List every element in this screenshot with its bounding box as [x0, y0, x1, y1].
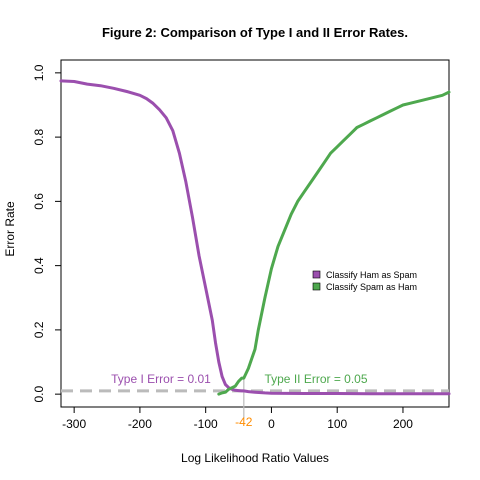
legend-label-0: Classify Ham as Spam	[326, 270, 417, 280]
x-tick-label: 100	[327, 417, 347, 431]
x-tick-label: -300	[62, 417, 86, 431]
x-tick-label: -200	[128, 417, 152, 431]
type1-error-label: Type I Error = 0.01	[111, 372, 211, 386]
chart-annotations: Type I Error = 0.01 Type II Error = 0.05 -…	[111, 372, 368, 429]
y-tick-label: 1.0	[32, 64, 46, 81]
x-axis-label: Log Likelihood Ratio Values	[181, 451, 329, 465]
series-line-0	[59, 79, 451, 396]
chart-legend: Classify Ham as Spam Classify Spam as Ham	[312, 270, 417, 292]
y-tick-label: 0.4	[32, 257, 46, 274]
series-line-1	[217, 90, 451, 396]
y-tick-label: 0.6	[32, 193, 46, 210]
plot-frame	[60, 59, 450, 408]
threshold-label: -42	[235, 415, 253, 429]
axis-ticks: -300 -200 -100 0 100 200 0.0 0.2 0.4 0.6 0.8 1.0	[32, 64, 413, 431]
x-tick-label: -100	[194, 417, 218, 431]
x-tick-label: 0	[268, 417, 275, 431]
legend-label-1: Classify Spam as Ham	[326, 282, 417, 292]
legend-swatch-0	[312, 270, 321, 279]
y-tick-label: 0.0	[32, 385, 46, 402]
x-tick-label: 200	[393, 417, 413, 431]
type2-error-label: Type II Error = 0.05	[264, 372, 367, 386]
legend-swatch-1	[312, 282, 321, 291]
y-tick-label: 0.2	[32, 321, 46, 338]
chart-marks	[59, 79, 451, 418]
y-tick-label: 0.8	[32, 128, 46, 145]
chart-title: Figure 2: Comparison of Type I and II Er…	[102, 25, 408, 40]
y-axis-label: Error Rate	[3, 201, 17, 257]
